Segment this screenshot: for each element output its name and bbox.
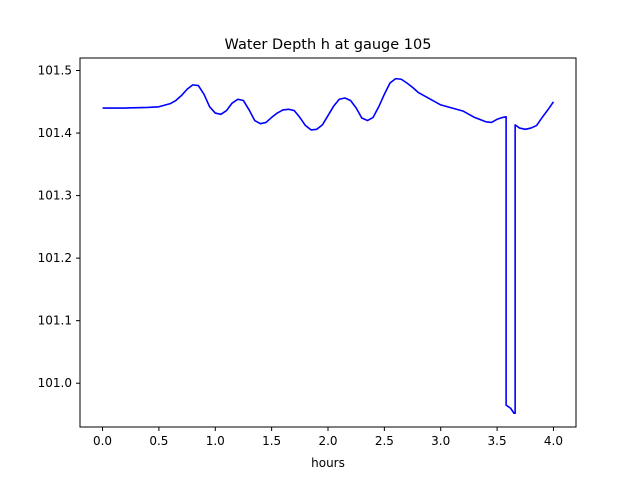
x-tick-label: 4.0 (544, 434, 563, 448)
series-line (102, 77, 555, 415)
x-tick-label: 2.0 (318, 434, 337, 448)
y-axis: 101.0 101.1 101.2 101.3 101.4 101.5 (38, 64, 80, 390)
x-tick-label: 3.0 (431, 434, 450, 448)
x-axis-label: hours (311, 456, 345, 470)
y-tick-label: 101.5 (38, 64, 72, 78)
y-tick-label: 101.1 (38, 314, 72, 328)
x-tick-label: 3.5 (488, 434, 507, 448)
x-tick-label: 2.5 (375, 434, 394, 448)
y-tick-label: 101.0 (38, 376, 72, 390)
x-axis: 0.0 0.5 1.0 1.5 2.0 2.5 3.0 3.5 4.0 (93, 427, 563, 448)
x-tick-label: 1.0 (206, 434, 225, 448)
y-tick-label: 101.4 (38, 126, 72, 140)
plot-area (102, 77, 555, 415)
x-tick-label: 0.5 (149, 434, 168, 448)
x-tick-label: 1.5 (262, 434, 281, 448)
y-tick-label: 101.2 (38, 251, 72, 265)
y-tick-label: 101.3 (38, 189, 72, 203)
chart-title: Water Depth h at gauge 105 (225, 37, 432, 53)
x-tick-label: 0.0 (93, 434, 112, 448)
